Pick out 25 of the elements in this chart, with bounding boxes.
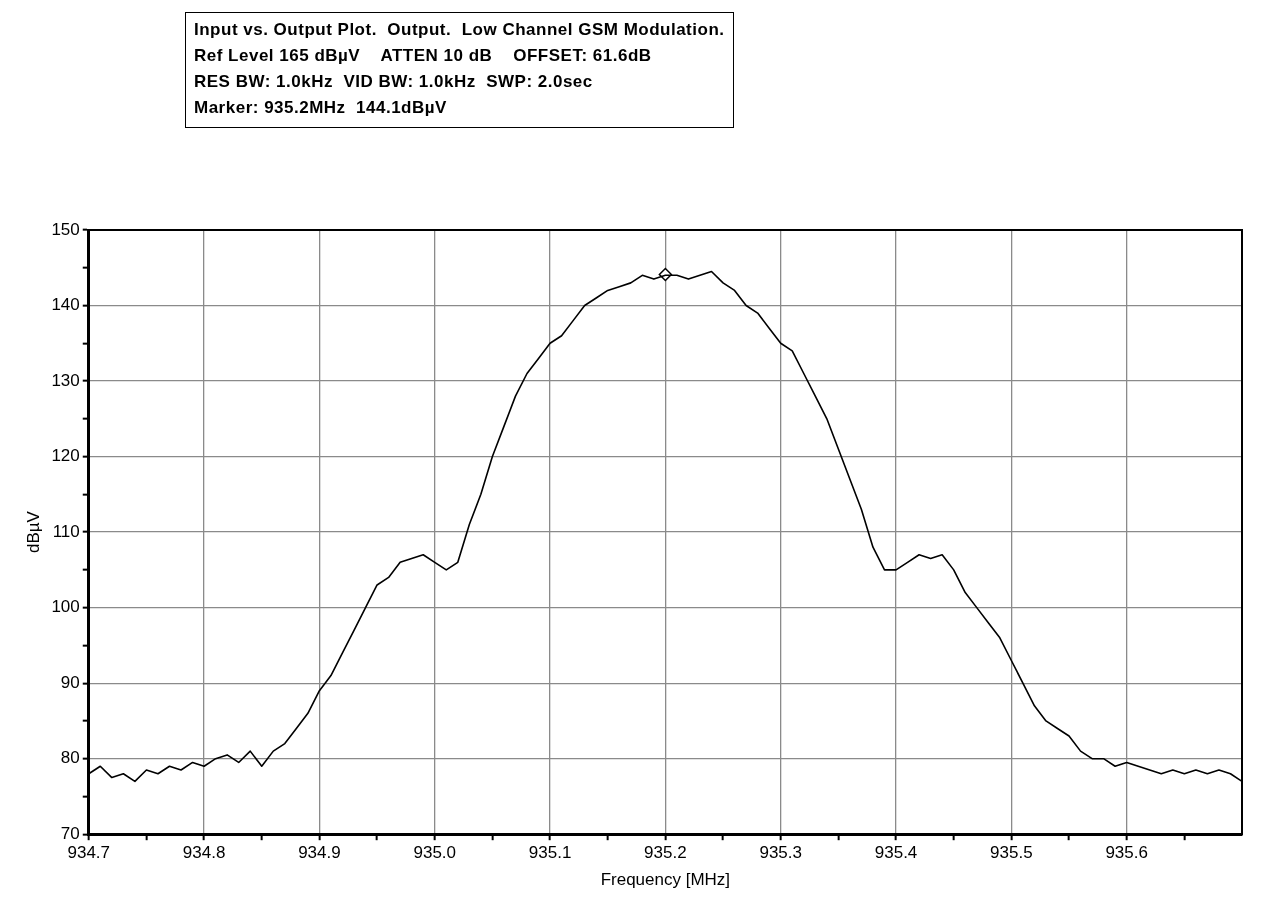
y-tick-label: 140 xyxy=(51,295,80,315)
x-tick-label: 935.4 xyxy=(874,843,918,863)
x-tick-label: 934.8 xyxy=(182,843,226,863)
x-tick-label: 935.0 xyxy=(413,843,457,863)
y-tick-label: 100 xyxy=(51,597,80,617)
x-axis-title: Frequency [MHz] xyxy=(600,870,731,890)
x-tick-label: 935.5 xyxy=(990,843,1033,863)
y-tick-label: 120 xyxy=(51,446,80,466)
x-tick-label: 935.6 xyxy=(1105,843,1148,863)
text: Marker: 935.2MHz 144.1dBµV xyxy=(194,97,448,119)
y-tick-label: 70 xyxy=(60,823,80,843)
x-tick-label: 934.9 xyxy=(298,843,341,863)
y-tick-label: 130 xyxy=(51,370,80,390)
text: RES BW: 1.0kHz VID BW: 1.0kHz SWP: 2.0sec xyxy=(194,71,594,93)
y-tick-label: 110 xyxy=(52,521,80,541)
x-tick-label: 935.3 xyxy=(759,843,802,863)
x-tick-label: 935.2 xyxy=(644,843,687,863)
y-axis-title: dBµV xyxy=(23,510,43,554)
x-tick-label: 935.1 xyxy=(528,843,572,863)
x-tick-label: 934.7 xyxy=(67,843,111,863)
y-tick-label: 150 xyxy=(51,219,80,239)
y-tick-label: 80 xyxy=(60,748,80,768)
y-tick-label: 90 xyxy=(60,672,80,692)
chart-title: Input vs. Output Plot. Output. Low Channel GSM Modulation. xyxy=(194,19,725,41)
chart-subtitle: Ref Level 165 dBµV ATTEN 10 dB OFFSET: 61.6dB xyxy=(194,45,653,67)
